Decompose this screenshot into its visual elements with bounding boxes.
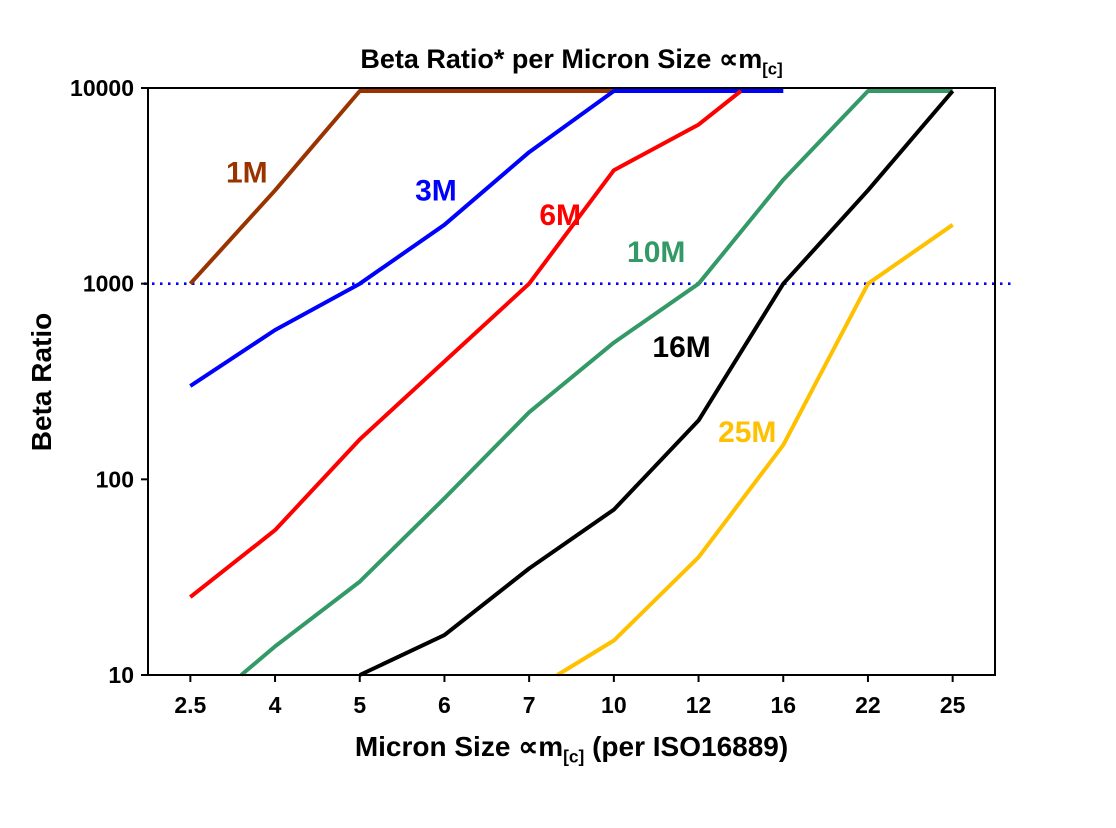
- y-tick-label: 100: [96, 466, 134, 492]
- x-axis-title-suffix: (per ISO16889): [584, 731, 789, 762]
- series-line-6M: [189, 89, 743, 599]
- chart-title: Beta Ratio* per Micron Size ∝m[c]: [148, 44, 995, 79]
- x-tick-label: 25: [940, 692, 966, 718]
- chart-title-text: Beta Ratio* per Micron Size: [360, 44, 719, 74]
- x-tick-label: 16: [770, 692, 796, 718]
- series-line-16M: [358, 89, 955, 677]
- plot-frame: [147, 87, 996, 676]
- chart-title-subscript: [c]: [762, 59, 783, 79]
- x-tick-label: 2.5: [174, 692, 206, 718]
- micron-symbol: ∝m: [718, 44, 763, 74]
- x-tick-label: 4: [269, 692, 282, 718]
- x-tick-label: 6: [438, 692, 451, 718]
- x-axis-subscript: [c]: [563, 746, 585, 767]
- series-label-3M: 3M: [415, 174, 457, 207]
- x-tick-label: 5: [353, 692, 366, 718]
- micron-symbol: ∝m: [518, 731, 564, 762]
- x-axis-title: Micron Size ∝m[c] (per ISO16889): [148, 730, 995, 768]
- series-label-1M: 1M: [226, 156, 268, 189]
- series-label-10M: 10M: [627, 236, 685, 269]
- y-tick-label: 10000: [70, 75, 134, 101]
- series-line-10M: [239, 89, 953, 677]
- x-tick-label: 22: [855, 692, 881, 718]
- series-line-3M: [189, 89, 784, 388]
- series-line-25M: [556, 223, 954, 677]
- series-label-6M: 6M: [539, 199, 581, 232]
- x-axis-title-text: Micron Size: [354, 731, 519, 762]
- series-line-1M: [188, 89, 614, 286]
- y-tick-label: 10: [108, 662, 134, 688]
- series-label-16M: 16M: [652, 331, 710, 364]
- x-tick-label: 12: [686, 692, 712, 718]
- x-tick-label: 10: [601, 692, 627, 718]
- y-tick-label: 1000: [83, 271, 134, 297]
- series-label-25M: 25M: [718, 416, 776, 449]
- y-axis-title: Beta Ratio: [26, 312, 57, 452]
- x-tick-label: 7: [523, 692, 536, 718]
